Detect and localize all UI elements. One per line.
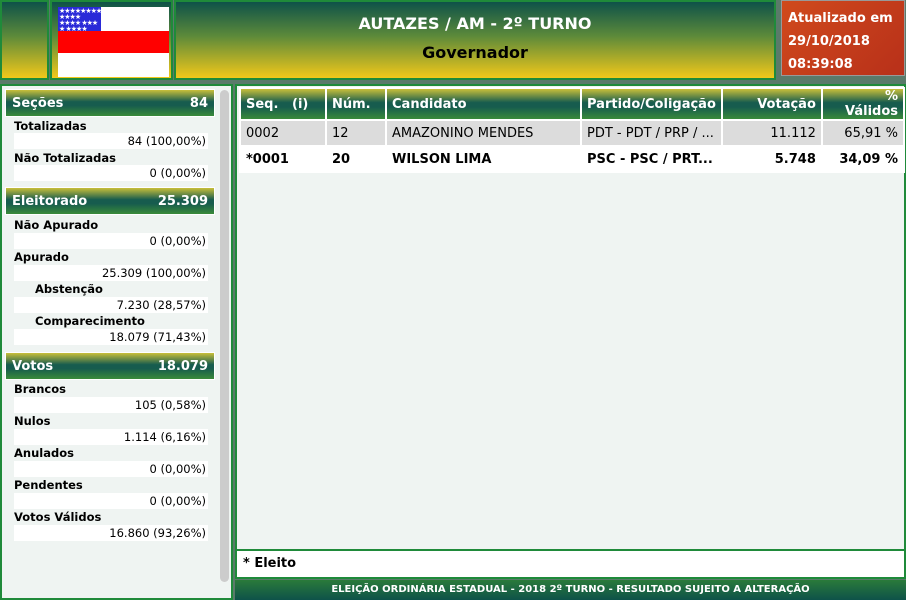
- abstencao-value: 7.230 (28,57%): [14, 297, 208, 313]
- brancos-label: Brancos: [14, 382, 66, 396]
- cell-num: 12: [325, 119, 387, 147]
- votos-label: Votos: [12, 358, 54, 374]
- amazonas-flag-icon: ★★★★★★★★★★★★ ★★★★ ★★★★ ★★★ ★ ★★★★ ★★★★★★…: [58, 7, 169, 77]
- updated-time: 08:39:08: [788, 57, 853, 72]
- anulados-value: 0 (0,00%): [14, 461, 208, 477]
- col-partido[interactable]: Partido/Coligação: [580, 87, 723, 121]
- cell-partido: PSC - PSC / PRT...: [580, 145, 723, 173]
- cell-votacao: 5.748: [720, 145, 823, 173]
- apurado-value: 25.309 (100,00%): [14, 265, 208, 281]
- eleitorado-value: 25.309: [157, 193, 208, 209]
- brancos-value: 105 (0,58%): [14, 397, 208, 413]
- anulados-label: Anulados: [14, 446, 74, 460]
- abstencao-label: Abstenção: [35, 282, 103, 296]
- summary-panel: Seções 84 Totalizadas 84 (100,00%) Não To…: [0, 84, 233, 600]
- totalizadas-label: Totalizadas: [14, 119, 87, 133]
- apurado-label: Apurado: [14, 250, 69, 264]
- col-validos[interactable]: % Válidos: [820, 87, 906, 121]
- cell-votacao: 11.112: [720, 119, 823, 147]
- table-row[interactable]: *0001 20 WILSON LIMA PSC - PSC / PRT... …: [239, 145, 906, 173]
- page-title: AUTAZES / AM - 2º TURNO: [358, 14, 592, 33]
- header-left-block: [0, 0, 49, 80]
- votos-value: 18.079: [157, 358, 208, 374]
- cell-candidato: WILSON LIMA: [385, 145, 582, 173]
- nao-totalizadas-label: Não Totalizadas: [14, 151, 116, 165]
- col-votacao[interactable]: Votação: [720, 87, 823, 121]
- office-subtitle: Governador: [422, 43, 528, 62]
- nao-apurado-value: 0 (0,00%): [14, 233, 208, 249]
- table-header-row: Seq. (i) Núm. Candidato Partido/Coligaçã…: [239, 87, 906, 121]
- col-num[interactable]: Núm.: [325, 87, 387, 121]
- results-panel: Seq. (i) Núm. Candidato Partido/Coligaçã…: [235, 84, 906, 579]
- votos-validos-label: Votos Válidos: [14, 510, 102, 524]
- secoes-value: 84: [189, 95, 208, 111]
- footer-notice: ELEIÇÃO ORDINÁRIA ESTADUAL - 2018 2º TUR…: [235, 580, 906, 600]
- col-seq[interactable]: Seq. (i): [239, 87, 327, 121]
- comparecimento-value: 18.079 (71,43%): [14, 329, 208, 345]
- eleitorado-label: Eleitorado: [12, 193, 88, 209]
- votos-validos-value: 16.860 (93,26%): [14, 525, 208, 541]
- secoes-header: Seções 84: [5, 89, 215, 117]
- cell-num: 20: [325, 145, 387, 173]
- nulos-label: Nulos: [14, 414, 51, 428]
- table-row[interactable]: 0002 12 AMAZONINO MENDES PDT - PDT / PRP…: [239, 119, 906, 147]
- cell-seq: *0001: [239, 145, 327, 173]
- updated-label: Atualizado em: [788, 11, 893, 26]
- cell-seq: 0002: [239, 119, 327, 147]
- elected-legend: * Eleito: [235, 549, 906, 579]
- updated-date: 29/10/2018: [788, 34, 870, 49]
- cell-validos: 34,09 %: [820, 145, 906, 173]
- cell-partido: PDT - PDT / PRP / ...: [580, 119, 723, 147]
- totalizadas-value: 84 (100,00%): [14, 133, 208, 149]
- scrollbar[interactable]: [220, 90, 229, 582]
- nao-totalizadas-value: 0 (0,00%): [14, 165, 208, 181]
- cell-candidato: AMAZONINO MENDES: [385, 119, 582, 147]
- col-candidato[interactable]: Candidato: [385, 87, 582, 121]
- cell-validos: 65,91 %: [820, 119, 906, 147]
- eleitorado-header: Eleitorado 25.309: [5, 187, 215, 215]
- nao-apurado-label: Não Apurado: [14, 218, 99, 232]
- comparecimento-label: Comparecimento: [35, 314, 145, 328]
- title-box: AUTAZES / AM - 2º TURNO Governador: [174, 0, 776, 80]
- secoes-label: Seções: [12, 95, 64, 111]
- updated-box: Atualizado em 29/10/2018 08:39:08: [781, 0, 905, 76]
- flag-box: ★★★★★★★★★★★★ ★★★★ ★★★★ ★★★ ★ ★★★★ ★★★★★★…: [50, 0, 173, 80]
- pendentes-value: 0 (0,00%): [14, 493, 208, 509]
- results-table: Seq. (i) Núm. Candidato Partido/Coligaçã…: [239, 87, 906, 173]
- nulos-value: 1.114 (6,16%): [14, 429, 208, 445]
- votos-header: Votos 18.079: [5, 352, 215, 380]
- pendentes-label: Pendentes: [14, 478, 83, 492]
